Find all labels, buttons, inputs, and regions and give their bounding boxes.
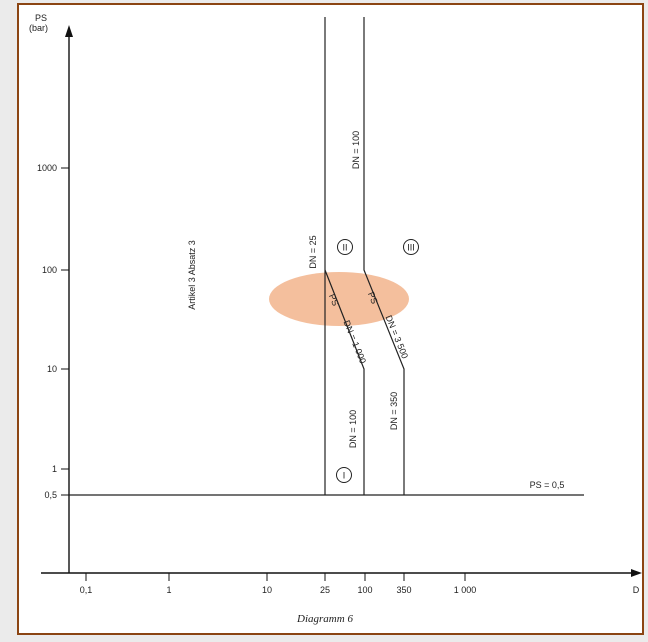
x-tick-label-350: 350	[396, 585, 411, 595]
category-2-circle	[337, 239, 353, 255]
dn25-label: DN = 25	[308, 235, 318, 268]
y-tick-label-1000: 1000	[37, 163, 57, 173]
y-axis-unit: (bar)	[29, 23, 48, 33]
x-axis-arrow	[631, 569, 642, 577]
category-1-label: I	[343, 471, 346, 481]
y-tick-label-10: 10	[47, 364, 57, 374]
x-tick-label-0-1: 0,1	[80, 585, 93, 595]
article-3-label: Artikel 3 Absatz 3	[187, 240, 197, 310]
dn100-dn350-boundary-line	[363, 17, 405, 495]
y-tick-label-100: 100	[42, 265, 57, 275]
dn100-bottom-label: DN = 100	[348, 410, 358, 448]
x-tick-label-10: 10	[262, 585, 272, 595]
highlight-ellipse	[269, 272, 409, 326]
x-tick-label-1000: 1 000	[454, 585, 477, 595]
ps-dn-3500-label: DN = 3 500	[384, 314, 410, 360]
category-2-label: II	[342, 243, 347, 253]
x-tick-label-25: 25	[320, 585, 330, 595]
x-tick-label-100: 100	[357, 585, 372, 595]
ps-dn-1000-label: DN = 1 000	[342, 319, 368, 365]
ps-dn-1000-ps-label: PS	[327, 292, 341, 307]
category-3-label: III	[407, 243, 415, 253]
y-tick-label-0-5: 0,5	[44, 490, 57, 500]
y-axis-title: PS	[35, 13, 47, 23]
diagram-caption: Diagramm 6	[296, 613, 353, 625]
x-tick-label-1: 1	[166, 585, 171, 595]
diagram-frame: PS (bar) 1000 100 10 1 0,5 0,1 1 10 25 1…	[17, 3, 644, 635]
ps-dn-3500-ps-label: PS	[366, 290, 380, 305]
category-1-circle	[336, 467, 352, 483]
y-axis-arrow	[65, 25, 73, 37]
x-axis-title: D	[633, 585, 640, 595]
category-3-circle	[403, 239, 419, 255]
ps-dn-1000-boundary-line	[324, 269, 365, 495]
dn100-top-label: DN = 100	[351, 131, 361, 169]
pressure-diameter-diagram: PS (bar) 1000 100 10 1 0,5 0,1 1 10 25 1…	[29, 13, 642, 625]
y-tick-label-1: 1	[52, 464, 57, 474]
ps-0-5-label: PS = 0,5	[530, 480, 565, 490]
dn350-label: DN = 350	[389, 392, 399, 430]
